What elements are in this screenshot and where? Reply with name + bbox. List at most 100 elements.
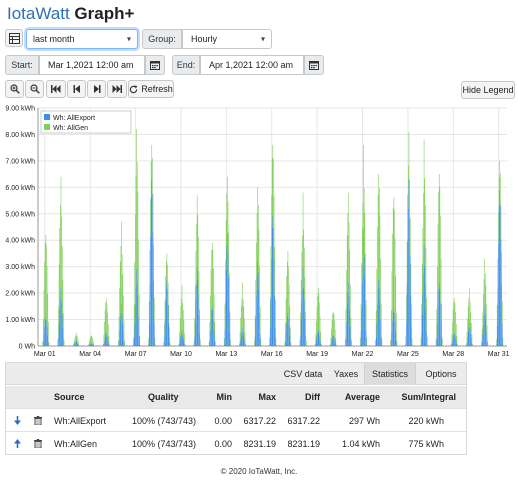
bar-allgen bbox=[46, 245, 47, 321]
bar-allexport bbox=[150, 196, 152, 346]
bar-allgen bbox=[78, 342, 79, 346]
start-calendar-button[interactable] bbox=[145, 55, 165, 75]
bar-allgen bbox=[363, 145, 364, 230]
bar-allexport bbox=[453, 334, 455, 346]
bar-allexport bbox=[411, 327, 412, 346]
bar-allgen bbox=[210, 269, 212, 320]
bar-allgen bbox=[395, 275, 397, 333]
bar-allgen bbox=[58, 305, 59, 338]
bar-allexport bbox=[438, 282, 440, 346]
bar-allgen bbox=[377, 194, 379, 290]
bar-allgen bbox=[45, 234, 47, 317]
start-date-input[interactable]: Mar 1,2021 12:00 am bbox=[39, 55, 145, 75]
move-down-button[interactable] bbox=[12, 409, 22, 432]
bar-allgen bbox=[254, 340, 255, 346]
bar-allgen bbox=[483, 278, 485, 317]
bar-allexport bbox=[484, 306, 485, 346]
tab-statistics[interactable]: Statistics bbox=[364, 363, 416, 385]
bar-allexport bbox=[380, 336, 382, 346]
bar-allgen bbox=[106, 303, 108, 335]
bar-allgen bbox=[290, 342, 292, 346]
bar-allgen bbox=[121, 221, 122, 304]
bar-allgen bbox=[256, 242, 257, 297]
bar-allgen bbox=[336, 344, 337, 346]
first-page-button[interactable] bbox=[46, 80, 66, 98]
bar-allexport bbox=[43, 334, 45, 346]
tab-csv-data[interactable]: CSV data bbox=[283, 369, 323, 379]
bar-allgen bbox=[286, 276, 287, 324]
bar-allexport bbox=[57, 345, 59, 346]
arrow-down-icon bbox=[13, 416, 21, 425]
average-value: 1.04 kWh bbox=[341, 438, 380, 449]
bar-allexport bbox=[437, 305, 439, 346]
bar-allgen bbox=[225, 220, 227, 270]
bar-allexport bbox=[349, 310, 351, 346]
bar-allgen bbox=[58, 264, 60, 325]
bar-allgen bbox=[314, 344, 316, 346]
bar-allexport bbox=[107, 341, 109, 346]
bar-allexport bbox=[209, 340, 211, 346]
average-value: 297 Wh bbox=[348, 415, 380, 426]
refresh-button[interactable]: Refresh bbox=[128, 80, 174, 98]
bar-allgen bbox=[484, 258, 485, 307]
bar-allgen bbox=[407, 194, 409, 241]
period-select[interactable]: last month ▾ bbox=[26, 29, 138, 49]
bar-allgen bbox=[406, 242, 408, 284]
bar-allexport bbox=[44, 319, 46, 346]
move-up-button[interactable] bbox=[12, 432, 22, 455]
delete-button[interactable] bbox=[33, 409, 43, 432]
bar-allgen bbox=[305, 311, 306, 336]
step-forward-icon bbox=[93, 85, 100, 93]
bar-allgen bbox=[138, 293, 140, 336]
bar-allgen bbox=[269, 337, 270, 345]
bar-allgen bbox=[44, 242, 46, 320]
x-axis-ticks: Mar 01 Mar 04 Mar 07 Mar 10 Mar 13 Mar 16 Mar … bbox=[34, 351, 510, 358]
bar-allexport bbox=[411, 344, 413, 346]
table-button[interactable] bbox=[5, 29, 23, 47]
bar-allgen bbox=[335, 338, 337, 345]
next-button[interactable] bbox=[87, 80, 106, 98]
source-name: Wh:AllExport bbox=[54, 415, 107, 426]
bar-allgen bbox=[48, 321, 49, 343]
bar-allexport bbox=[335, 344, 337, 346]
last-page-button[interactable] bbox=[107, 80, 127, 98]
bar-allexport bbox=[285, 332, 287, 346]
bar-allexport bbox=[287, 311, 289, 346]
bar-allexport bbox=[179, 340, 181, 346]
bar-allgen bbox=[210, 295, 211, 332]
bar-allgen bbox=[136, 161, 138, 283]
bar-allexport bbox=[226, 245, 228, 346]
bar-allexport bbox=[104, 336, 106, 346]
bar-allgen bbox=[243, 306, 245, 336]
bar-allexport bbox=[260, 344, 262, 346]
zoom-out-button[interactable] bbox=[25, 80, 44, 98]
chart-area[interactable]: 0 Wh 1.00 kWh 2.00 kWh 3.00 kWh 4.00 kWh 5.00… bbox=[5, 102, 513, 360]
bar-allexport bbox=[274, 296, 275, 346]
bar-allgen bbox=[119, 261, 121, 321]
bar-allexport bbox=[469, 322, 470, 346]
zoom-in-icon bbox=[9, 84, 20, 94]
sum-value: 220 kWh bbox=[408, 415, 444, 426]
end-calendar-button[interactable] bbox=[304, 55, 324, 75]
delete-button[interactable] bbox=[33, 432, 43, 455]
bar-allexport bbox=[148, 343, 149, 346]
tab-yaxes[interactable]: Yaxes bbox=[333, 369, 359, 379]
bar-allexport bbox=[169, 345, 171, 346]
bar-allexport bbox=[275, 344, 277, 346]
bar-allexport bbox=[225, 301, 226, 346]
bar-allexport bbox=[487, 345, 489, 346]
bar-allexport bbox=[164, 319, 166, 346]
end-date-input[interactable]: Apr 1,2021 12:00 am bbox=[200, 55, 304, 75]
energy-chart[interactable]: 0 Wh 1.00 kWh 2.00 kWh 3.00 kWh 4.00 kWh 5.00… bbox=[5, 102, 513, 360]
bar-allexport bbox=[169, 337, 170, 346]
x-tick-label: Mar 07 bbox=[125, 351, 147, 358]
bar-allexport bbox=[153, 280, 154, 346]
bar-allgen bbox=[108, 335, 110, 345]
bar-allgen bbox=[123, 295, 124, 333]
group-select[interactable]: Hourly ▾ bbox=[182, 29, 272, 49]
previous-button[interactable] bbox=[67, 80, 86, 98]
zoom-in-button[interactable] bbox=[5, 80, 24, 98]
bar-allexport bbox=[302, 266, 304, 346]
tab-options[interactable]: Options bbox=[425, 369, 457, 379]
hide-legend-button[interactable]: Hide Legend bbox=[461, 81, 515, 99]
